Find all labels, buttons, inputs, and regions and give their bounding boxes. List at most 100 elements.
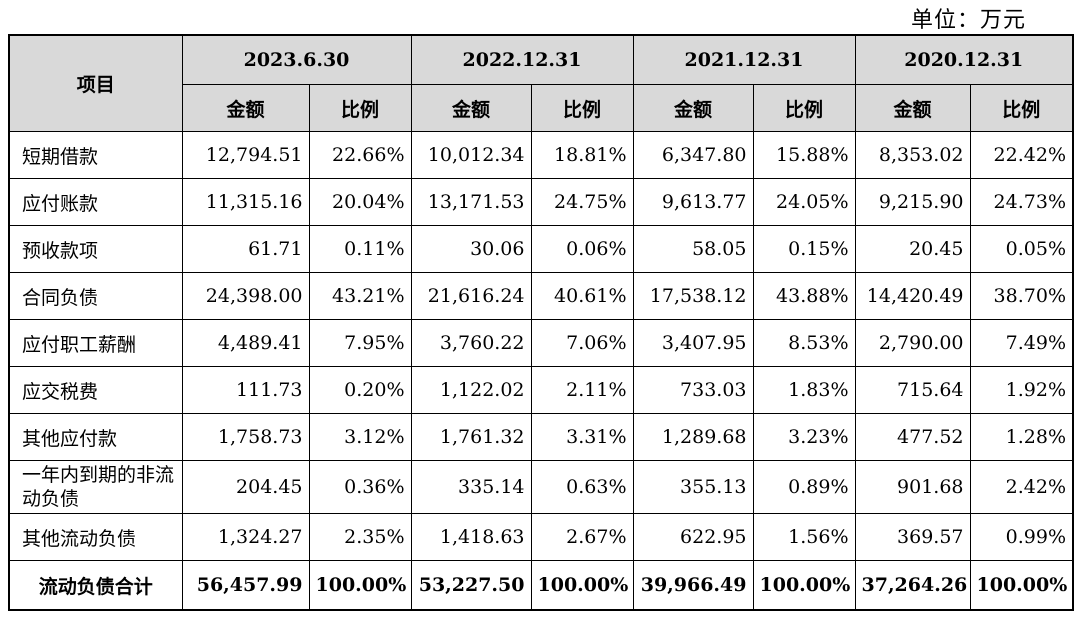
amount-cell: 20.45 xyxy=(854,225,971,273)
amount-cell: 2,790.00 xyxy=(854,319,971,367)
amount-cell: 204.45 xyxy=(181,460,310,514)
ratio-cell: 1.83% xyxy=(752,366,856,414)
amount-cell: 369.57 xyxy=(854,513,971,561)
ratio-cell: 0.05% xyxy=(969,225,1074,273)
header-period: 2020.12.31 xyxy=(854,34,1074,85)
ratio-cell: 0.63% xyxy=(530,460,634,514)
header-ratio: 比例 xyxy=(752,84,856,132)
header-ratio: 比例 xyxy=(308,84,412,132)
table-row: 短期借款 12,794.51 22.66% 10,012.34 18.81% 6,347.… xyxy=(8,131,1074,179)
ratio-cell: 3.23% xyxy=(752,413,856,461)
amount-cell: 4,489.41 xyxy=(181,319,310,367)
table-body: 短期借款 12,794.51 22.66% 10,012.34 18.81% 6,347.… xyxy=(8,131,1074,611)
ratio-cell: 0.06% xyxy=(530,225,634,273)
amount-cell: 477.52 xyxy=(854,413,971,461)
header-ratio: 比例 xyxy=(530,84,634,132)
row-label: 应交税费 xyxy=(8,366,183,414)
header-amount: 金额 xyxy=(854,84,971,132)
ratio-cell: 38.70% xyxy=(969,272,1074,320)
header-amount: 金额 xyxy=(632,84,754,132)
ratio-cell: 24.73% xyxy=(969,178,1074,226)
row-label: 合同负债 xyxy=(8,272,183,320)
row-label: 应付职工薪酬 xyxy=(8,319,183,367)
amount-cell: 24,398.00 xyxy=(181,272,310,320)
amount-cell: 10,012.34 xyxy=(410,131,532,179)
row-label: 其他流动负债 xyxy=(8,513,183,561)
amount-cell: 3,407.95 xyxy=(632,319,754,367)
table-row: 应交税费 111.73 0.20% 1,122.02 2.11% 733.03 1.83% 7… xyxy=(8,366,1074,414)
amount-cell: 30.06 xyxy=(410,225,532,273)
amount-cell: 1,122.02 xyxy=(410,366,532,414)
amount-cell: 622.95 xyxy=(632,513,754,561)
table-row: 应付职工薪酬 4,489.41 7.95% 3,760.22 7.06% 3,407.95… xyxy=(8,319,1074,367)
total-row: 流动负债合计 56,457.99 100.00% 53,227.50 100.00% 39… xyxy=(8,560,1074,611)
unit-label: 单位：万元 xyxy=(910,8,1026,33)
ratio-cell: 2.11% xyxy=(530,366,634,414)
ratio-cell: 100.00% xyxy=(752,560,856,611)
ratio-cell: 43.88% xyxy=(752,272,856,320)
row-label: 其他应付款 xyxy=(8,413,183,461)
amount-cell: 1,324.27 xyxy=(181,513,310,561)
ratio-cell: 100.00% xyxy=(308,560,412,611)
amount-cell: 11,315.16 xyxy=(181,178,310,226)
header-row-columns: 金额 比例 金额 比例 金额 比例 金额 比例 xyxy=(9,84,1074,132)
amount-cell: 335.14 xyxy=(410,460,532,514)
amount-cell: 1,758.73 xyxy=(181,413,310,461)
amount-cell: 21,616.24 xyxy=(410,272,532,320)
ratio-cell: 40.61% xyxy=(530,272,634,320)
table-row: 其他流动负债 1,324.27 2.35% 1,418.63 2.67% 622.95 1.… xyxy=(8,513,1074,561)
header-amount: 金额 xyxy=(410,84,532,132)
ratio-cell: 22.42% xyxy=(969,131,1074,179)
ratio-cell: 0.89% xyxy=(752,460,856,514)
row-label: 流动负债合计 xyxy=(8,560,183,611)
amount-cell: 17,538.12 xyxy=(632,272,754,320)
amount-cell: 1,761.32 xyxy=(410,413,532,461)
amount-cell: 733.03 xyxy=(632,366,754,414)
ratio-cell: 0.99% xyxy=(969,513,1074,561)
amount-cell: 3,760.22 xyxy=(410,319,532,367)
ratio-cell: 43.21% xyxy=(308,272,412,320)
amount-cell: 14,420.49 xyxy=(854,272,971,320)
amount-cell: 56,457.99 xyxy=(181,560,310,611)
ratio-cell: 1.28% xyxy=(969,413,1074,461)
table-row: 合同负债 24,398.00 43.21% 21,616.24 40.61% 17,538… xyxy=(8,272,1074,320)
header-item: 项目 xyxy=(8,34,183,132)
ratio-cell: 7.49% xyxy=(969,319,1074,367)
amount-cell: 715.64 xyxy=(854,366,971,414)
ratio-cell: 0.36% xyxy=(308,460,412,514)
ratio-cell: 24.05% xyxy=(752,178,856,226)
amount-cell: 12,794.51 xyxy=(181,131,310,179)
header-ratio: 比例 xyxy=(969,84,1074,132)
ratio-cell: 18.81% xyxy=(530,131,634,179)
liabilities-table: 项目 2023.6.30 2022.12.31 2021.12.31 2020.… xyxy=(8,34,1074,611)
amount-cell: 58.05 xyxy=(632,225,754,273)
ratio-cell: 8.53% xyxy=(752,319,856,367)
ratio-cell: 3.31% xyxy=(530,413,634,461)
ratio-cell: 0.20% xyxy=(308,366,412,414)
header-period: 2021.12.31 xyxy=(632,34,856,85)
table-row: 预收款项 61.71 0.11% 30.06 0.06% 58.05 0.15% 20.45 0… xyxy=(8,225,1074,273)
amount-cell: 8,353.02 xyxy=(854,131,971,179)
table-row: 其他应付款 1,758.73 3.12% 1,761.32 3.31% 1,289.68 3… xyxy=(8,413,1074,461)
ratio-cell: 1.56% xyxy=(752,513,856,561)
ratio-cell: 3.12% xyxy=(308,413,412,461)
amount-cell: 9,613.77 xyxy=(632,178,754,226)
amount-cell: 9,215.90 xyxy=(854,178,971,226)
header-period: 2022.12.31 xyxy=(410,34,634,85)
amount-cell: 37,264.26 xyxy=(854,560,971,611)
header-amount: 金额 xyxy=(181,84,310,132)
ratio-cell: 2.35% xyxy=(308,513,412,561)
ratio-cell: 100.00% xyxy=(530,560,634,611)
ratio-cell: 100.00% xyxy=(969,560,1074,611)
ratio-cell: 7.06% xyxy=(530,319,634,367)
amount-cell: 901.68 xyxy=(854,460,971,514)
amount-cell: 13,171.53 xyxy=(410,178,532,226)
header-period: 2023.6.30 xyxy=(181,34,412,85)
amount-cell: 111.73 xyxy=(181,366,310,414)
amount-cell: 6,347.80 xyxy=(632,131,754,179)
ratio-cell: 7.95% xyxy=(308,319,412,367)
header-row-periods: 项目 2023.6.30 2022.12.31 2021.12.31 2020.… xyxy=(8,34,1074,132)
row-label: 一年内到期的非流动负债 xyxy=(8,460,183,514)
row-label: 短期借款 xyxy=(8,131,183,179)
table-row: 应付账款 11,315.16 20.04% 13,171.53 24.75% 9,613.… xyxy=(8,178,1074,226)
